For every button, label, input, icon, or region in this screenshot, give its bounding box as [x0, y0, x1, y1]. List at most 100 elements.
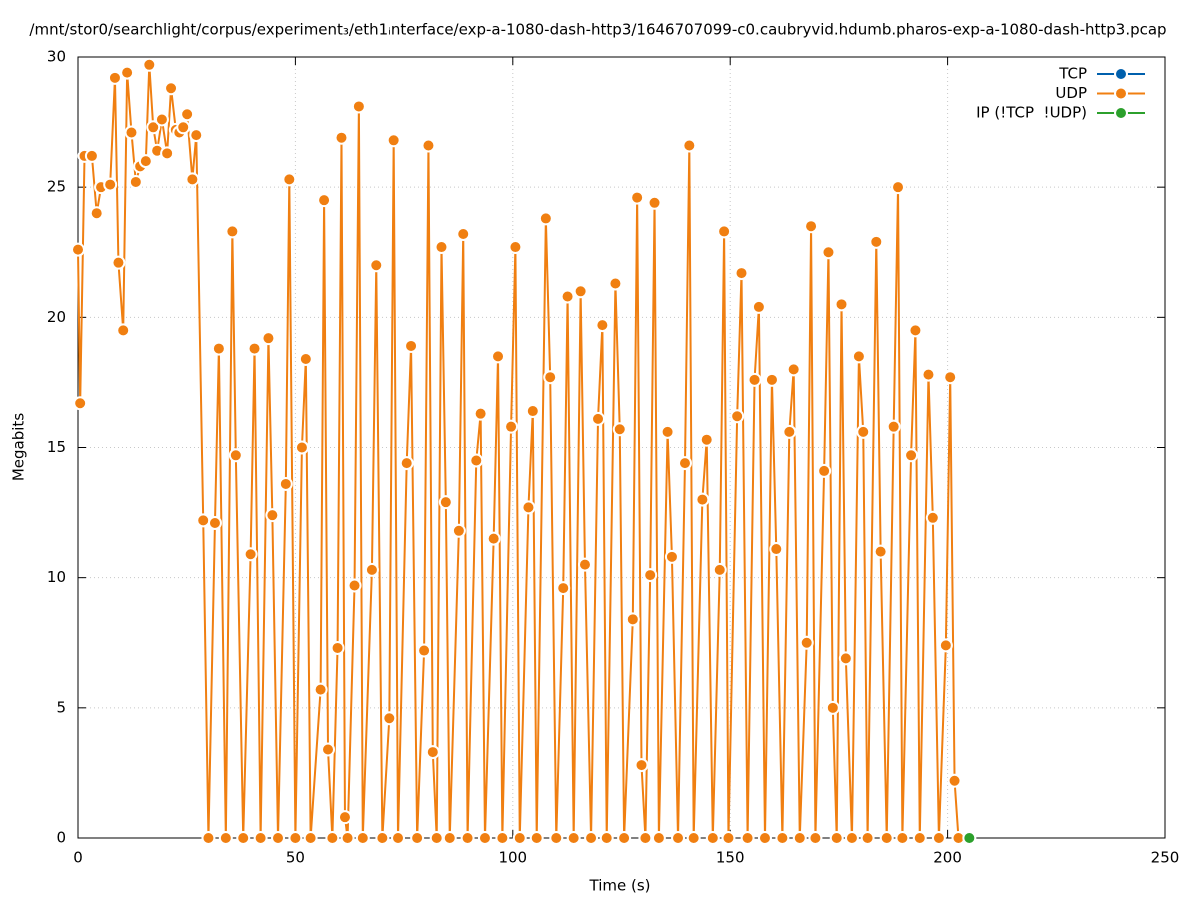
legend-label: UDP — [1055, 84, 1087, 102]
data-point — [695, 492, 710, 507]
data-point — [508, 240, 523, 255]
data-point — [591, 411, 606, 426]
data-point — [634, 758, 649, 773]
data-point — [512, 831, 527, 845]
data-point — [786, 362, 801, 377]
data-point — [543, 370, 558, 385]
data-point — [364, 562, 379, 577]
data-point — [717, 224, 732, 239]
x-tick-label: 250 — [1151, 849, 1180, 867]
data-point — [804, 219, 819, 234]
data-point — [705, 831, 720, 845]
chart-title: /mnt/stor0/searchlight/corpus/experiment… — [29, 21, 1166, 39]
series-line — [77, 64, 960, 839]
legend-marker — [1114, 86, 1128, 101]
data-point — [410, 831, 425, 845]
legend-label: TCP — [1058, 65, 1087, 83]
legend-label: IP (!TCP !UDP) — [976, 104, 1087, 122]
data-point — [921, 367, 936, 382]
data-point — [856, 424, 871, 439]
data-point — [71, 242, 85, 257]
data-point — [938, 638, 953, 653]
data-point — [699, 432, 714, 447]
data-point — [351, 99, 366, 114]
y-tick-label: 30 — [47, 48, 66, 66]
data-point — [442, 831, 457, 845]
data-point — [124, 125, 139, 140]
data-point — [313, 682, 328, 697]
data-point — [460, 831, 475, 845]
y-tick-label: 0 — [56, 829, 66, 847]
data-point — [451, 523, 466, 538]
data-point — [829, 831, 844, 845]
data-point — [417, 643, 432, 658]
data-point — [120, 65, 135, 80]
data-point — [456, 227, 471, 242]
data-point — [107, 70, 122, 85]
data-point — [142, 57, 157, 72]
data-point — [201, 831, 216, 845]
data-point — [595, 318, 610, 333]
data-point — [207, 515, 222, 530]
data-point — [337, 810, 352, 825]
legend-marker — [1114, 67, 1128, 81]
data-point — [873, 544, 888, 559]
y-axis-label: Megabits — [10, 413, 28, 481]
data-point — [521, 500, 536, 515]
data-point — [382, 711, 397, 726]
data-point — [747, 372, 762, 387]
data-point — [599, 831, 614, 845]
data-point — [612, 422, 627, 437]
data-point — [146, 120, 161, 135]
data-point — [799, 635, 814, 650]
data-point — [660, 424, 675, 439]
data-point — [164, 81, 179, 96]
data-point — [495, 831, 510, 845]
data-point — [886, 419, 901, 434]
data-point — [265, 508, 280, 523]
data-point — [189, 128, 204, 143]
data-point — [643, 568, 658, 583]
x-tick-label: 50 — [286, 849, 305, 867]
data-point — [686, 831, 701, 845]
data-point — [525, 404, 540, 419]
data-point — [73, 396, 88, 411]
data-point — [116, 323, 131, 338]
data-point — [943, 370, 958, 385]
data-point — [84, 148, 99, 163]
data-point — [89, 206, 104, 221]
y-tick-label: 20 — [47, 308, 66, 326]
data-point — [491, 349, 506, 364]
data-point — [566, 831, 581, 845]
data-point — [651, 831, 666, 845]
data-point — [225, 224, 240, 239]
data-point — [347, 578, 362, 593]
data-point — [399, 456, 414, 471]
data-point — [647, 195, 662, 210]
data-point — [792, 831, 807, 845]
data-point — [925, 510, 940, 525]
data-point — [391, 831, 406, 845]
data-point — [340, 831, 355, 845]
data-point — [473, 406, 488, 421]
y-tick-label: 15 — [47, 438, 66, 456]
data-point — [838, 651, 853, 666]
x-axis-label: Time (s) — [589, 877, 651, 895]
data-point — [821, 245, 836, 260]
data-point — [577, 557, 592, 572]
data-point — [560, 289, 575, 304]
data-point — [844, 831, 859, 845]
data-point — [751, 299, 766, 314]
data-point — [891, 180, 906, 195]
data-point — [303, 831, 318, 845]
data-point — [682, 138, 697, 153]
data-point — [757, 831, 772, 845]
data-point — [196, 513, 211, 528]
data-point — [584, 831, 599, 845]
data-point — [931, 831, 946, 845]
data-point — [529, 831, 544, 845]
y-tick-label: 5 — [56, 698, 66, 716]
data-point — [317, 193, 332, 208]
data-point — [671, 831, 686, 845]
data-point — [334, 130, 349, 145]
